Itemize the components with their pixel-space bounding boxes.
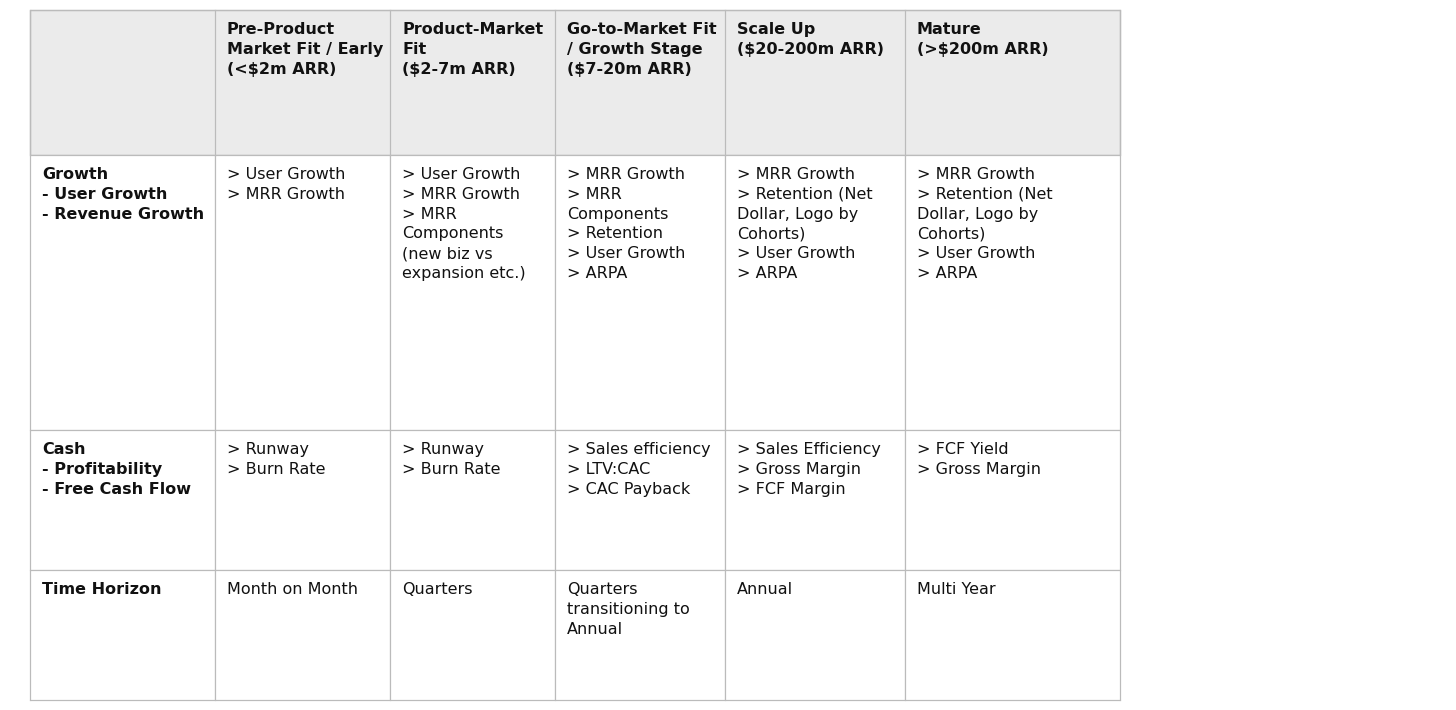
Bar: [906, 570, 1120, 700]
Text: > FCF Yield
> Gross Margin: > FCF Yield > Gross Margin: [917, 442, 1041, 477]
Bar: [555, 155, 725, 430]
Text: Month on Month: Month on Month: [227, 582, 358, 597]
Bar: [725, 430, 906, 570]
Text: > MRR Growth
> MRR
Components
> Retention
> User Growth
> ARPA: > MRR Growth > MRR Components > Retentio…: [566, 167, 686, 281]
Bar: [906, 155, 1120, 430]
Text: > Sales Efficiency
> Gross Margin
> FCF Margin: > Sales Efficiency > Gross Margin > FCF …: [737, 442, 881, 496]
Text: > Runway
> Burn Rate: > Runway > Burn Rate: [227, 442, 326, 477]
Text: > MRR Growth
> Retention (Net
Dollar, Logo by
Cohorts)
> User Growth
> ARPA: > MRR Growth > Retention (Net Dollar, Lo…: [917, 167, 1053, 281]
Bar: [215, 430, 390, 570]
Bar: [390, 155, 555, 430]
Bar: [555, 430, 725, 570]
Text: > User Growth
> MRR Growth: > User Growth > MRR Growth: [227, 167, 345, 202]
Text: Growth
- User Growth
- Revenue Growth: Growth - User Growth - Revenue Growth: [42, 167, 204, 222]
Text: > Runway
> Burn Rate: > Runway > Burn Rate: [402, 442, 501, 477]
Bar: [31, 570, 215, 700]
Bar: [906, 430, 1120, 570]
Bar: [215, 570, 390, 700]
Text: > User Growth
> MRR Growth
> MRR
Components
(new biz vs
expansion etc.): > User Growth > MRR Growth > MRR Compone…: [402, 167, 526, 281]
Text: Cash
- Profitability
- Free Cash Flow: Cash - Profitability - Free Cash Flow: [42, 442, 191, 496]
Bar: [555, 570, 725, 700]
Bar: [390, 430, 555, 570]
Bar: [215, 155, 390, 430]
Text: > Sales efficiency
> LTV:CAC
> CAC Payback: > Sales efficiency > LTV:CAC > CAC Payba…: [566, 442, 711, 496]
Text: Mature
(>$200m ARR): Mature (>$200m ARR): [917, 22, 1048, 57]
Bar: [31, 430, 215, 570]
Text: Scale Up
($20-200m ARR): Scale Up ($20-200m ARR): [737, 22, 884, 57]
Bar: [31, 155, 215, 430]
Text: Annual: Annual: [737, 582, 794, 597]
Text: Quarters
transitioning to
Annual: Quarters transitioning to Annual: [566, 582, 690, 637]
Bar: [31, 10, 1120, 155]
Text: Pre-Product
Market Fit / Early
(<$2m ARR): Pre-Product Market Fit / Early (<$2m ARR…: [227, 22, 383, 77]
Text: Quarters: Quarters: [402, 582, 473, 597]
Text: Product-Market
Fit
($2-7m ARR): Product-Market Fit ($2-7m ARR): [402, 22, 543, 77]
Text: Multi Year: Multi Year: [917, 582, 996, 597]
Bar: [725, 155, 906, 430]
Bar: [390, 570, 555, 700]
Text: Time Horizon: Time Horizon: [42, 582, 162, 597]
Text: Go-to-Market Fit
/ Growth Stage
($7-20m ARR): Go-to-Market Fit / Growth Stage ($7-20m …: [566, 22, 716, 77]
Text: > MRR Growth
> Retention (Net
Dollar, Logo by
Cohorts)
> User Growth
> ARPA: > MRR Growth > Retention (Net Dollar, Lo…: [737, 167, 872, 281]
Bar: [725, 570, 906, 700]
